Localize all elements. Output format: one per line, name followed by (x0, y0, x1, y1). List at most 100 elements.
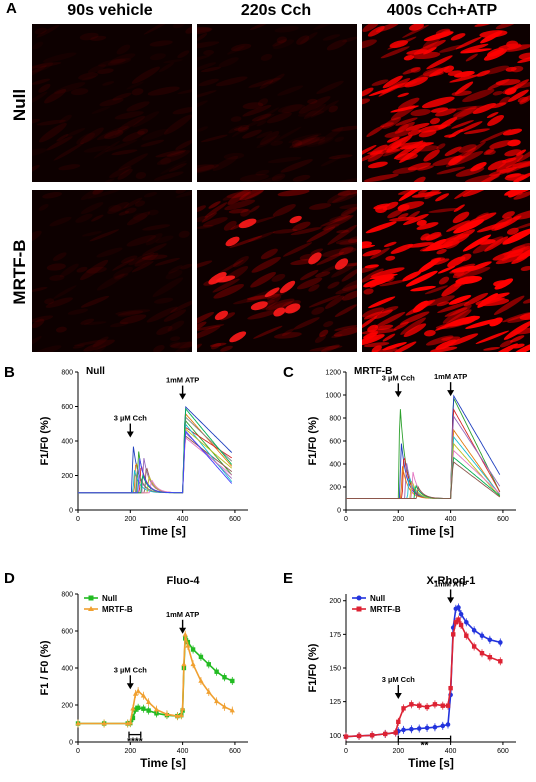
cell (488, 343, 518, 352)
cell (32, 345, 62, 352)
cell (409, 24, 424, 31)
micrograph-mrtf-b-400s (362, 190, 530, 352)
cell (274, 26, 299, 33)
cell (411, 191, 442, 198)
y-tick-label: 800 (329, 416, 341, 423)
cell (177, 50, 190, 59)
cell (200, 134, 228, 143)
cell (505, 66, 517, 72)
cell (453, 219, 485, 234)
cell (451, 120, 474, 129)
cell (256, 107, 280, 122)
data-point (130, 705, 136, 711)
cell (397, 92, 409, 98)
cell (410, 108, 431, 117)
cell (442, 338, 460, 350)
cell (489, 140, 513, 149)
cell (453, 107, 479, 118)
cell (249, 24, 269, 31)
cell (233, 127, 249, 131)
cell (32, 65, 47, 78)
cell (412, 300, 429, 313)
cell (449, 333, 479, 346)
cell (382, 75, 403, 89)
cell (512, 192, 523, 196)
bright-cell (238, 218, 257, 229)
cell (272, 39, 287, 47)
cell (444, 307, 468, 317)
cell (99, 98, 124, 107)
cell (91, 214, 104, 222)
cell (453, 204, 465, 212)
y-tick-label: 0 (69, 740, 73, 747)
cell (197, 224, 214, 229)
cell (36, 119, 66, 126)
cell (328, 154, 353, 159)
micrograph-null-90s (32, 24, 192, 182)
cell (90, 35, 107, 41)
data-point (146, 708, 151, 713)
cell (197, 90, 217, 99)
atp-arrow-head (179, 627, 187, 634)
cell (475, 298, 510, 307)
cell (405, 270, 438, 287)
data-point (393, 730, 398, 735)
cell (197, 33, 208, 41)
legend-marker (88, 595, 94, 601)
micrograph-mrtf-b-90s (32, 190, 192, 352)
cell (362, 39, 377, 50)
cell (149, 40, 173, 47)
data-point (464, 633, 469, 638)
bright-cell (273, 307, 286, 317)
cell (319, 329, 329, 337)
cell (407, 129, 422, 136)
cell (198, 78, 219, 87)
cell (438, 44, 464, 53)
data-point (198, 678, 204, 683)
cell (53, 82, 86, 94)
cell (170, 336, 181, 341)
cell (53, 285, 77, 299)
cell (362, 98, 370, 105)
cell (464, 174, 500, 182)
data-point (396, 719, 401, 725)
cell (506, 227, 519, 235)
cell (78, 72, 99, 80)
cell (511, 342, 530, 352)
cell (446, 220, 470, 232)
cell (402, 24, 429, 38)
data-point (401, 727, 406, 733)
cell (362, 24, 380, 32)
y-axis-label: F1/F0 (%) (307, 643, 319, 692)
cell (370, 267, 405, 278)
cell (70, 88, 89, 96)
cell (487, 160, 507, 171)
cell (270, 140, 284, 146)
cell (460, 141, 486, 159)
cell (455, 36, 482, 50)
cell (45, 297, 73, 308)
cell (486, 111, 499, 119)
data-point (424, 704, 430, 710)
x-axis-label: Time [s] (140, 756, 186, 770)
cell (102, 81, 115, 86)
cell (384, 130, 411, 138)
y-tick-label: 600 (61, 404, 73, 411)
cell (290, 227, 322, 236)
cell (197, 41, 220, 49)
cell (449, 263, 476, 274)
cell-texture (362, 24, 530, 182)
cell (382, 333, 396, 342)
trace-11 (78, 407, 233, 494)
cell (237, 124, 250, 133)
cell (368, 296, 396, 309)
data-point (343, 734, 349, 739)
bright-cell (214, 310, 229, 321)
cell (436, 166, 466, 175)
cell (335, 283, 357, 295)
data-point (448, 685, 453, 691)
cell (204, 202, 228, 218)
cell (265, 298, 295, 311)
cell (335, 238, 357, 245)
significance-stars: **** (127, 737, 143, 748)
